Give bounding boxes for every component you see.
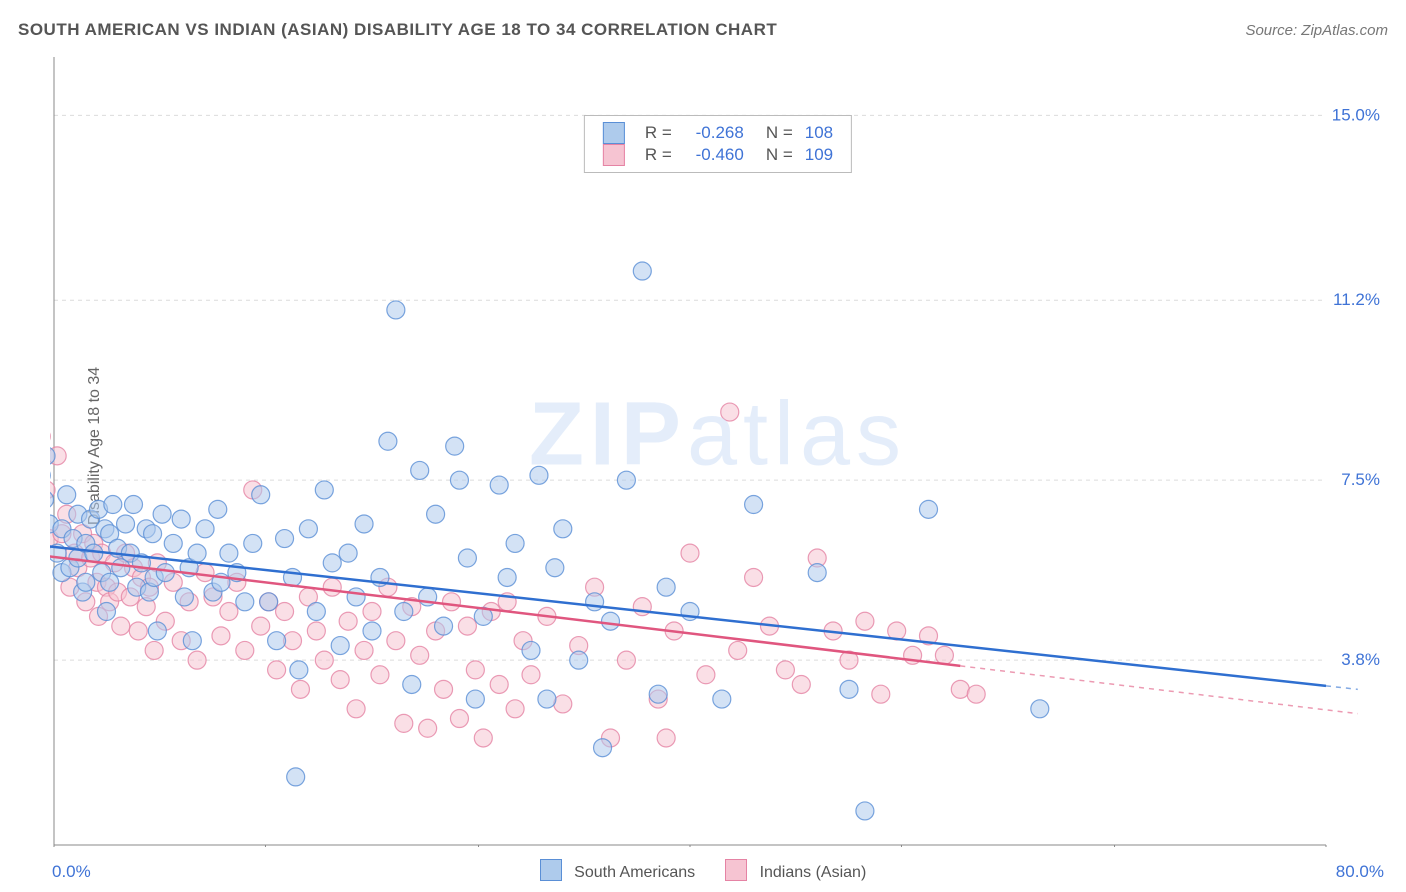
svg-text:15.0%: 15.0% [1332, 105, 1380, 124]
svg-text:7.5%: 7.5% [1341, 470, 1380, 489]
plot-area: 3.8%7.5%11.2%15.0% ZIPatlas R =-0.268N =… [50, 55, 1386, 847]
stat-box: R =-0.268N =108R =-0.460N =109 [584, 115, 852, 173]
legend-label-2: Indians (Asian) [760, 864, 867, 881]
scatter-chart: 3.8% 7.5% 11.2% 15.0% [50, 55, 1386, 847]
legend-swatch-pink [725, 859, 747, 881]
source-label: Source: ZipAtlas.com [1245, 22, 1388, 39]
legend-series2: Indians (Asian) [725, 859, 866, 882]
legend-swatch-blue [540, 859, 562, 881]
chart-title: SOUTH AMERICAN VS INDIAN (ASIAN) DISABIL… [18, 20, 777, 40]
svg-text:3.8%: 3.8% [1341, 650, 1380, 669]
legend: South Americans Indians (Asian) [0, 859, 1406, 882]
svg-text:11.2%: 11.2% [1333, 290, 1380, 309]
legend-series1: South Americans [540, 859, 695, 882]
legend-label-1: South Americans [574, 864, 695, 881]
